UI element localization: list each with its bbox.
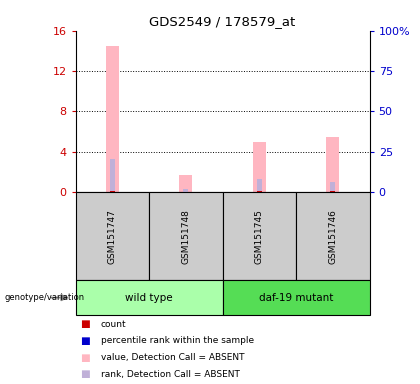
Text: GSM151748: GSM151748 [181,209,190,263]
Text: ■: ■ [80,319,89,329]
Bar [253,142,266,192]
Bar [326,137,339,192]
Bar [179,175,192,192]
Text: percentile rank within the sample: percentile rank within the sample [101,336,254,346]
Text: ■: ■ [80,369,89,379]
Title: GDS2549 / 178579_at: GDS2549 / 178579_at [150,15,296,28]
Text: ■: ■ [80,336,89,346]
Bar [223,192,296,280]
Bar [106,46,119,192]
Text: ■: ■ [80,353,89,362]
Bar [257,179,262,192]
Bar [76,280,223,315]
Text: count: count [101,320,126,329]
Bar [330,182,336,192]
Bar [296,192,370,280]
Text: GSM151745: GSM151745 [255,209,264,263]
Text: GSM151746: GSM151746 [328,209,337,263]
Bar [76,192,149,280]
Text: GSM151747: GSM151747 [108,209,117,263]
Text: genotype/variation: genotype/variation [4,293,84,302]
Bar [149,192,223,280]
Text: wild type: wild type [125,293,173,303]
Text: rank, Detection Call = ABSENT: rank, Detection Call = ABSENT [101,369,240,379]
Text: daf-19 mutant: daf-19 mutant [259,293,333,303]
Bar [183,189,189,192]
Bar [223,280,370,315]
Bar [110,159,115,192]
Text: value, Detection Call = ABSENT: value, Detection Call = ABSENT [101,353,244,362]
